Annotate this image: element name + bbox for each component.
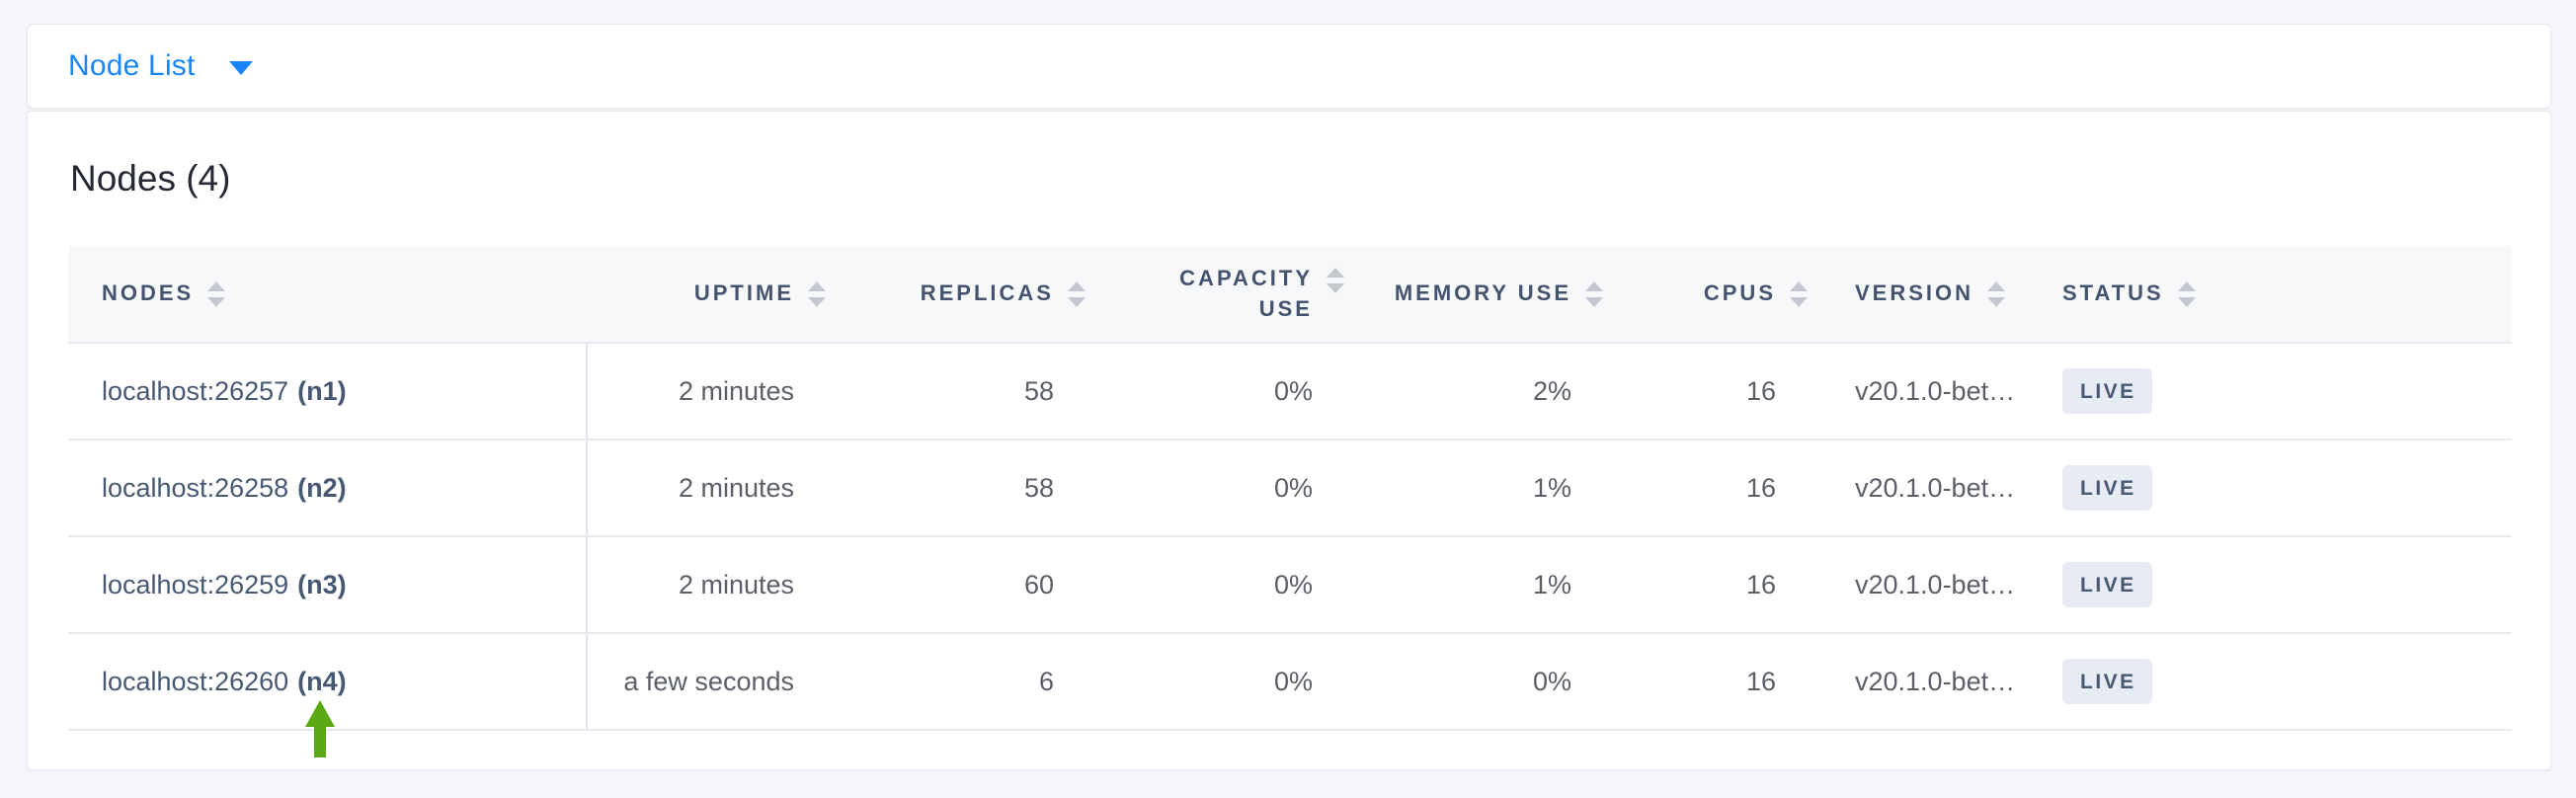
sort-icon[interactable] bbox=[2176, 279, 2198, 309]
column-header-nodes[interactable]: NODES bbox=[68, 246, 587, 344]
node-address[interactable]: localhost:26260 bbox=[102, 666, 289, 696]
sort-icon[interactable] bbox=[1325, 266, 1346, 295]
node-address-cell[interactable]: localhost:26259 (n3) bbox=[68, 536, 588, 634]
cpus-cell: 16 bbox=[1611, 536, 1815, 634]
status-badge: LIVE bbox=[2062, 368, 2152, 414]
status-badge: LIVE bbox=[2062, 659, 2152, 704]
view-dropdown-label[interactable]: Node List bbox=[68, 49, 196, 82]
status-badge: LIVE bbox=[2062, 562, 2152, 607]
capacity-use-cell: 0% bbox=[1093, 536, 1352, 634]
column-label: CPUS bbox=[1703, 280, 1776, 306]
table-row: localhost:26260 (n4) a few seconds 6 0% 0… bbox=[68, 633, 2512, 731]
uptime-cell: 2 minutes bbox=[587, 439, 834, 537]
capacity-use-cell: 0% bbox=[1093, 439, 1352, 537]
sort-icon[interactable] bbox=[205, 279, 227, 309]
status-badge: LIVE bbox=[2062, 465, 2152, 511]
sort-icon[interactable] bbox=[1583, 279, 1605, 309]
sort-icon[interactable] bbox=[806, 279, 828, 309]
node-id: (n2) bbox=[297, 472, 347, 503]
table-row: localhost:26258 (n2) 2 minutes 58 0% 1% 1… bbox=[68, 439, 2512, 537]
uptime-cell: 2 minutes bbox=[587, 536, 834, 634]
replicas-cell: 6 bbox=[834, 633, 1093, 731]
memory-use-cell: 2% bbox=[1352, 343, 1611, 440]
nodes-card: Nodes (4) NODES UPTIME bbox=[27, 111, 2551, 770]
status-cell: LIVE bbox=[2043, 633, 2512, 731]
memory-use-cell: 1% bbox=[1352, 439, 1611, 537]
column-label: NODES bbox=[102, 280, 195, 306]
column-label: STATUS bbox=[2062, 280, 2164, 306]
page-title: Nodes (4) bbox=[70, 158, 231, 199]
memory-use-cell: 1% bbox=[1352, 536, 1611, 634]
column-header-capacity-use[interactable]: CAPACITY USE bbox=[1093, 246, 1352, 344]
node-address-cell[interactable]: localhost:26257 (n1) bbox=[68, 343, 588, 440]
uptime-cell: a few seconds bbox=[587, 633, 834, 731]
replicas-cell: 60 bbox=[834, 536, 1093, 634]
version-cell: v20.1.0-bet… bbox=[1815, 536, 2043, 634]
sort-icon[interactable] bbox=[1788, 279, 1810, 309]
cpus-cell: 16 bbox=[1611, 439, 1815, 537]
table-header-row: NODES UPTIME REPLICAS bbox=[68, 246, 2512, 344]
column-label: MEMORY USE bbox=[1394, 280, 1571, 306]
caret-down-icon[interactable] bbox=[228, 61, 253, 75]
column-label: UPTIME bbox=[693, 280, 794, 306]
column-header-version[interactable]: VERSION bbox=[1815, 246, 2043, 344]
version-cell: v20.1.0-bet… bbox=[1815, 343, 2043, 440]
capacity-use-cell: 0% bbox=[1093, 633, 1352, 731]
column-header-memory-use[interactable]: MEMORY USE bbox=[1352, 246, 1611, 344]
memory-use-cell: 0% bbox=[1352, 633, 1611, 731]
replicas-cell: 58 bbox=[834, 439, 1093, 537]
view-dropdown[interactable]: Node List bbox=[68, 49, 253, 83]
node-address[interactable]: localhost:26257 bbox=[102, 375, 289, 406]
column-header-replicas[interactable]: REPLICAS bbox=[834, 246, 1093, 344]
node-id: (n4) bbox=[297, 666, 347, 696]
version-cell: v20.1.0-bet… bbox=[1815, 439, 2043, 537]
column-label: CAPACITY USE bbox=[1179, 265, 1313, 321]
status-cell: LIVE bbox=[2043, 536, 2512, 634]
column-header-uptime[interactable]: UPTIME bbox=[587, 246, 834, 344]
uptime-cell: 2 minutes bbox=[587, 343, 834, 440]
node-id: (n1) bbox=[297, 375, 347, 406]
capacity-use-cell: 0% bbox=[1093, 343, 1352, 440]
column-header-cpus[interactable]: CPUS bbox=[1611, 246, 1815, 344]
status-cell: LIVE bbox=[2043, 343, 2512, 440]
version-cell: v20.1.0-bet… bbox=[1815, 633, 2043, 731]
table-row: localhost:26257 (n1) 2 minutes 58 0% 2% 1… bbox=[68, 343, 2512, 440]
view-switcher-card: Node List bbox=[27, 24, 2551, 109]
column-label: REPLICAS bbox=[920, 280, 1054, 306]
node-address[interactable]: localhost:26258 bbox=[102, 472, 289, 503]
column-label: VERSION bbox=[1855, 280, 1974, 306]
nodes-table: NODES UPTIME REPLICAS bbox=[68, 246, 2512, 731]
green-up-arrow-icon bbox=[305, 700, 335, 758]
sort-icon[interactable] bbox=[1985, 279, 2007, 309]
replicas-cell: 58 bbox=[834, 343, 1093, 440]
column-header-status[interactable]: STATUS bbox=[2043, 246, 2512, 344]
status-cell: LIVE bbox=[2043, 439, 2512, 537]
node-address[interactable]: localhost:26259 bbox=[102, 569, 289, 599]
node-address-cell[interactable]: localhost:26258 (n2) bbox=[68, 439, 588, 537]
node-id: (n3) bbox=[297, 569, 347, 599]
table-row: localhost:26259 (n3) 2 minutes 60 0% 1% 1… bbox=[68, 536, 2512, 634]
cpus-cell: 16 bbox=[1611, 633, 1815, 731]
cpus-cell: 16 bbox=[1611, 343, 1815, 440]
sort-icon[interactable] bbox=[1066, 279, 1087, 309]
